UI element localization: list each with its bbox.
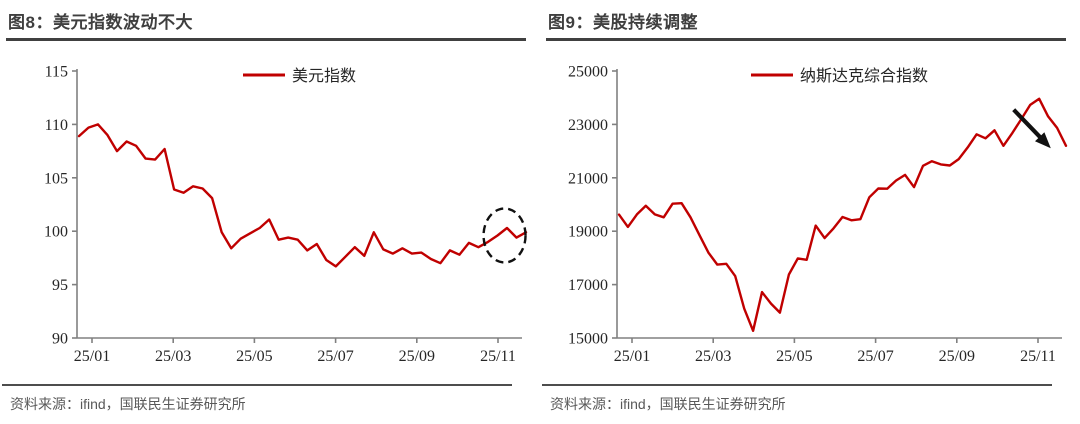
usd-index-chart: 115 110 105 100 95 90 25/01 25/03 25/05 25/07 25/0… (44, 64, 528, 365)
y-tick-label: 115 (45, 64, 68, 81)
y-tick-label: 100 (44, 224, 68, 241)
y-tick-label: 95 (52, 277, 68, 294)
x-tick-label: 25/03 (695, 348, 731, 365)
x-tick-label: 25/01 (614, 348, 650, 365)
dashed-circle-annotation (482, 207, 527, 264)
y-tick-label: 105 (44, 170, 68, 187)
x-tick-label: 25/11 (480, 348, 516, 365)
y-tick-label: 90 (52, 331, 68, 348)
x-tick-label: 25/07 (317, 348, 353, 365)
series-line (617, 97, 1068, 332)
figure-title-nasdaq: 图9：美股持续调整 (546, 6, 1066, 41)
x-tick-label: 25/05 (236, 348, 272, 365)
y-tick-label: 25000 (568, 64, 608, 81)
x-tick-label: 25/03 (155, 348, 191, 365)
source-note-nasdaq: 资料来源：ifind，国联民生证券研究所 (542, 384, 1052, 414)
panel-usd-index: 图8：美元指数波动不大 115 110 105 100 95 90 25/01 25/03 25… (2, 6, 528, 414)
x-tick-label: 25/11 (1020, 348, 1056, 365)
y-tick-label: 15000 (568, 331, 608, 348)
y-tick-label: 110 (45, 117, 68, 134)
x-tick-label: 25/07 (857, 348, 893, 365)
figure-title-usd: 图8：美元指数波动不大 (6, 6, 526, 41)
x-tick-label: 25/09 (939, 348, 975, 365)
legend-label: 美元指数 (292, 67, 356, 85)
source-note-usd: 资料来源：ifind，国联民生证券研究所 (2, 384, 512, 414)
y-tick-label: 23000 (568, 117, 608, 134)
x-tick-label: 25/01 (74, 348, 110, 365)
y-tick-label: 21000 (568, 170, 608, 187)
x-tick-label: 25/05 (776, 348, 812, 365)
legend-label: 纳斯达克综合指数 (800, 67, 928, 85)
panel-nasdaq: 图9：美股持续调整 25000 23000 21000 19000 17000 15000… (540, 0, 1080, 424)
y-tick-label: 19000 (568, 224, 608, 241)
nasdaq-chart: 25000 23000 21000 19000 17000 15000 25/01 25/03… (568, 64, 1068, 365)
x-tick-label: 25/09 (399, 348, 435, 365)
down-arrow-head (1035, 132, 1051, 149)
down-arrow-annotation (1012, 108, 1042, 139)
y-tick-label: 17000 (568, 277, 608, 294)
series-line (77, 123, 528, 268)
